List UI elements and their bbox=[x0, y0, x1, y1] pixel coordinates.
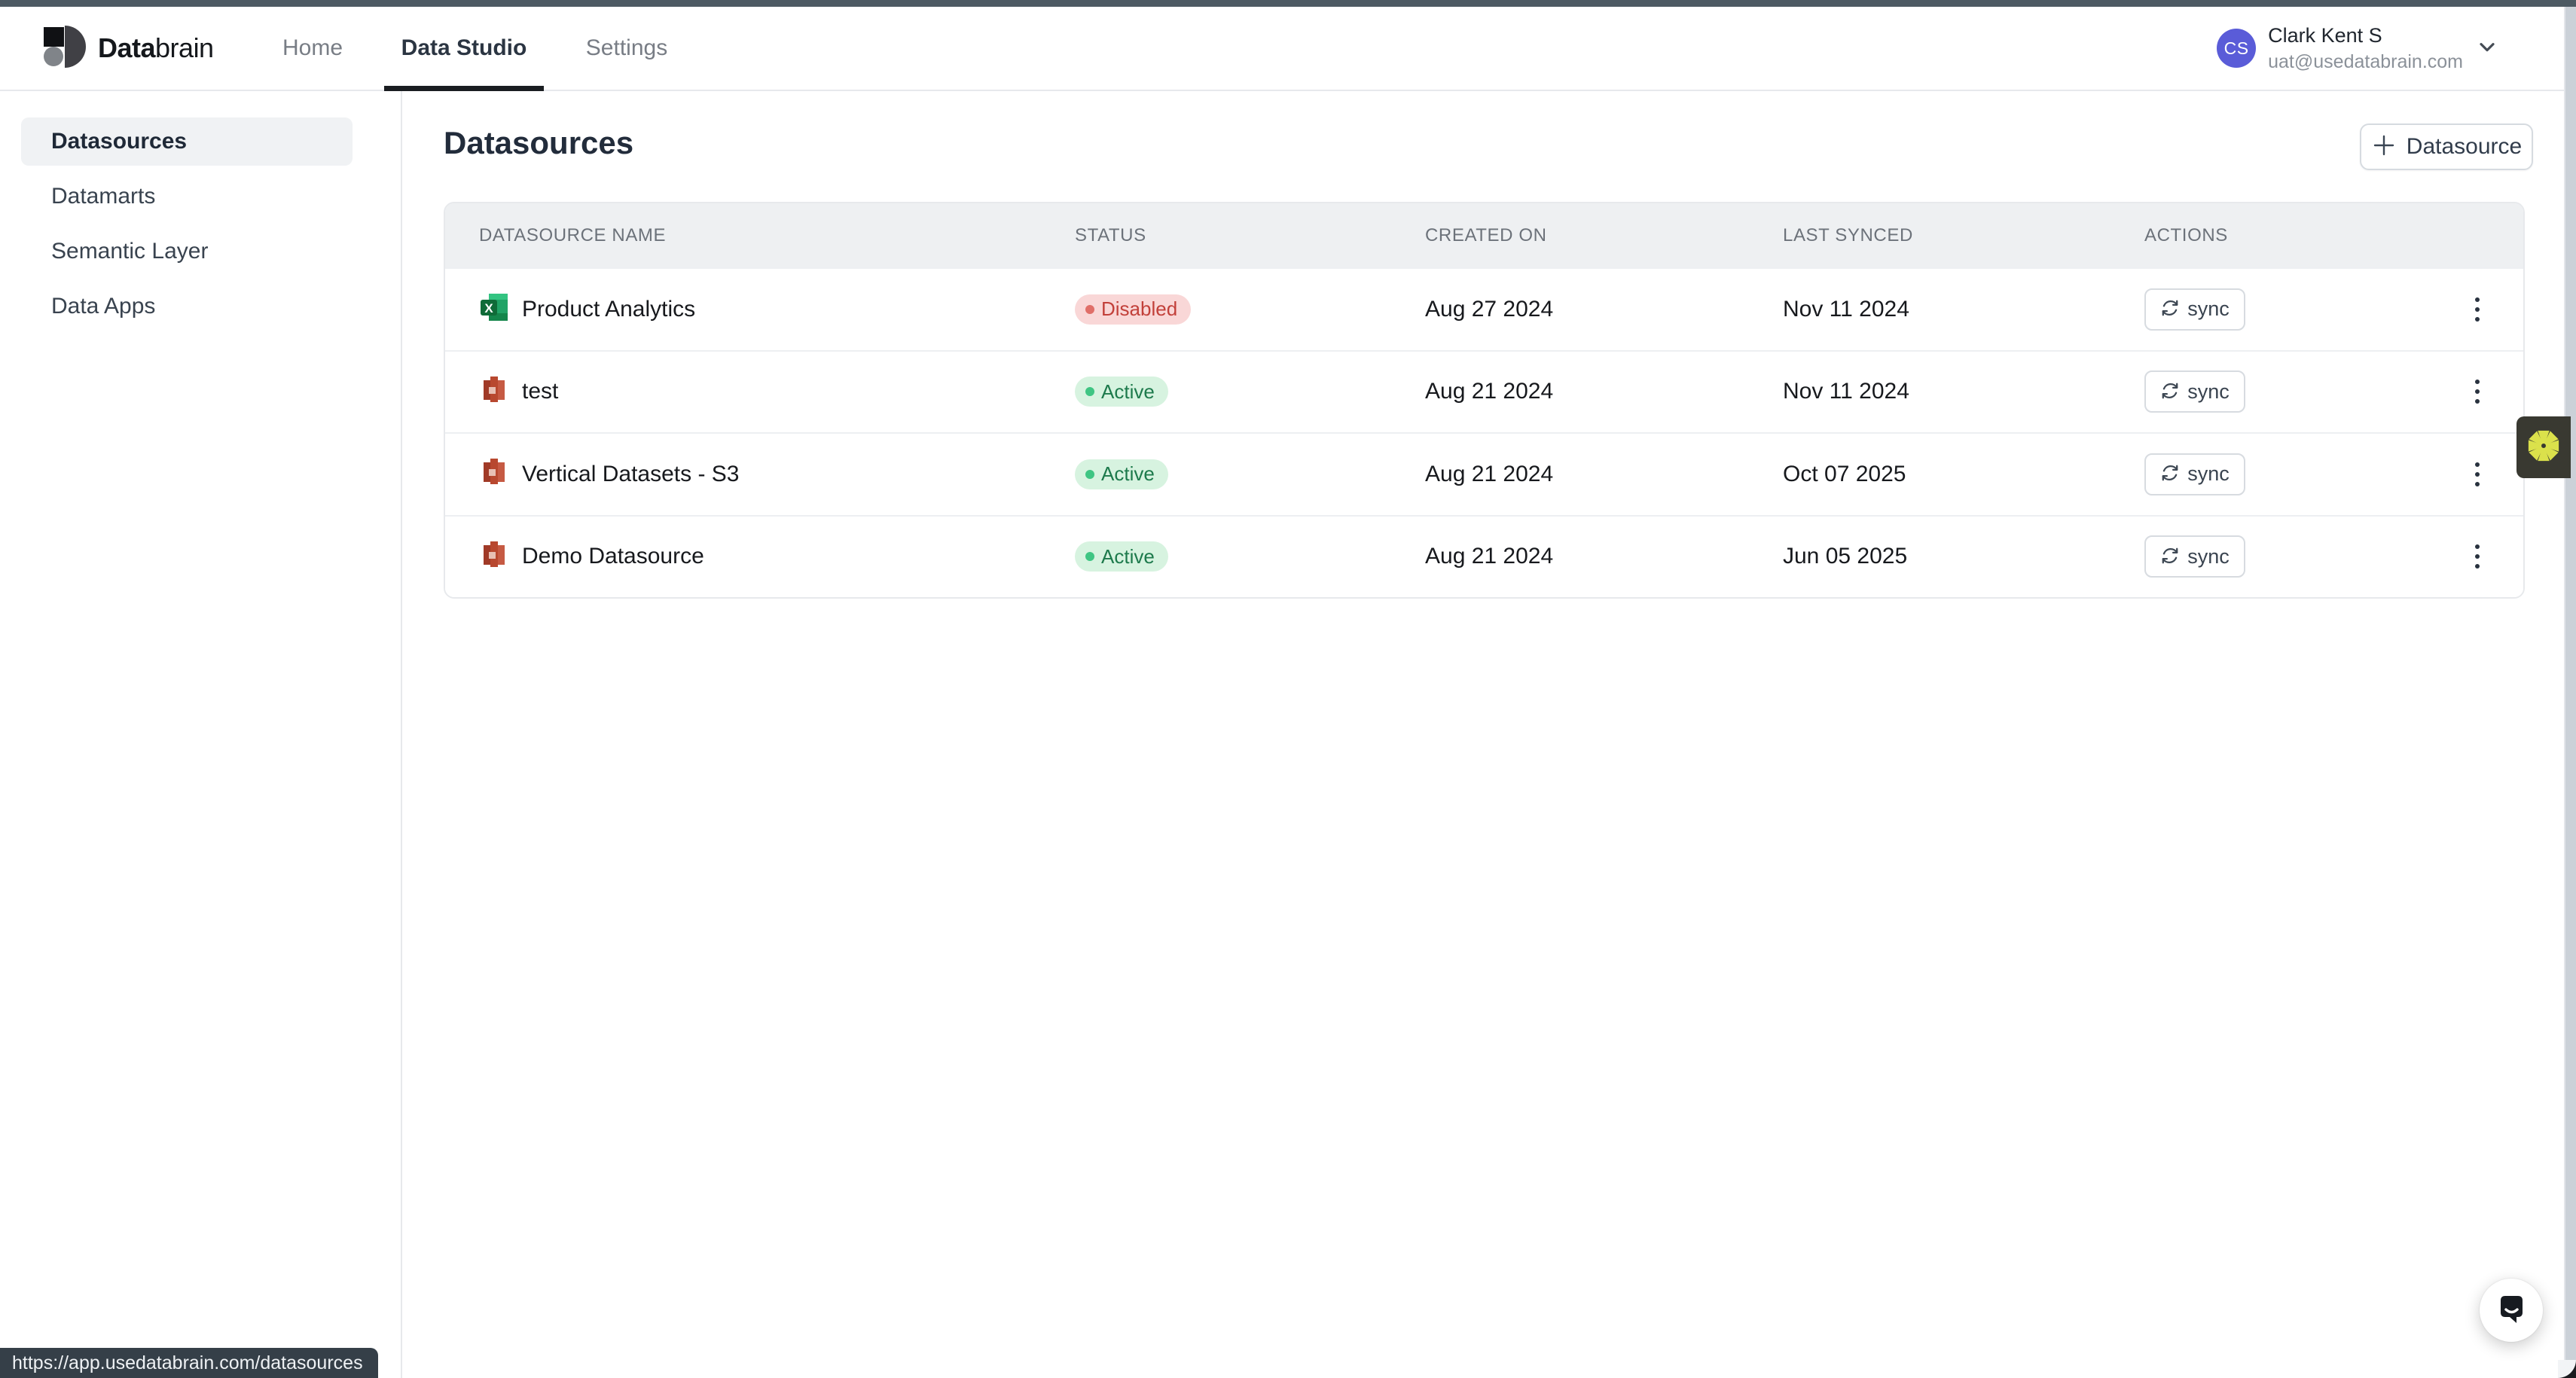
feedback-widget-tab[interactable] bbox=[2516, 416, 2571, 478]
table-row[interactable]: Vertical Datasets - S3 Active Aug 21 202… bbox=[445, 432, 2523, 515]
vertical-scrollbar[interactable] bbox=[2564, 7, 2576, 1378]
status-dot-icon bbox=[1085, 469, 1094, 479]
sync-label: sync bbox=[2187, 462, 2230, 486]
table-row[interactable]: Demo Datasource Active Aug 21 2024 Jun 0… bbox=[445, 514, 2523, 597]
add-datasource-label: Datasource bbox=[2406, 134, 2523, 159]
column-header-synced: LAST SYNCED bbox=[1783, 224, 1913, 245]
sync-button[interactable]: sync bbox=[2144, 535, 2245, 578]
chat-launcher-button[interactable] bbox=[2480, 1279, 2543, 1342]
window-corner bbox=[2558, 1360, 2576, 1378]
chat-bubble-icon bbox=[2494, 1291, 2529, 1330]
sync-label: sync bbox=[2187, 380, 2230, 403]
sidebar-item-semantic-layer[interactable]: Semantic Layer bbox=[51, 239, 209, 264]
user-name: Clark Kent S bbox=[2268, 23, 2382, 47]
table-row[interactable]: test Active Aug 21 2024 Nov 11 2024 bbox=[445, 349, 2523, 432]
sync-refresh-icon bbox=[2160, 298, 2180, 320]
redshift-datasource-icon bbox=[479, 540, 509, 574]
sync-button[interactable]: sync bbox=[2144, 288, 2245, 331]
status-dot-icon bbox=[1085, 552, 1094, 562]
status-badge: Disabled bbox=[1075, 294, 1192, 325]
created-on-date: Aug 27 2024 bbox=[1425, 296, 1554, 322]
sidebar: Datasources Datamarts Semantic Layer Dat… bbox=[0, 91, 402, 1378]
sidebar-item-datamarts[interactable]: Datamarts bbox=[51, 184, 156, 209]
databrain-logo-icon bbox=[44, 25, 87, 72]
sync-label: sync bbox=[2187, 544, 2230, 568]
datasource-name: test bbox=[522, 379, 559, 404]
redshift-datasource-icon bbox=[479, 457, 509, 491]
sidebar-item-datasources[interactable]: Datasources bbox=[21, 117, 353, 166]
column-header-created: CREATED ON bbox=[1425, 224, 1547, 245]
brand-logo[interactable]: Databrain bbox=[44, 7, 214, 90]
sync-refresh-icon bbox=[2160, 381, 2180, 403]
status-badge: Active bbox=[1075, 459, 1168, 489]
datasource-name: Product Analytics bbox=[522, 296, 696, 322]
sync-button[interactable]: sync bbox=[2144, 370, 2245, 413]
user-menu[interactable]: CS Clark Kent S uat@usedatabrain.com bbox=[2217, 7, 2499, 90]
column-header-name: DATASOURCE NAME bbox=[479, 224, 667, 245]
status-label: Active bbox=[1101, 380, 1155, 403]
sidebar-item-data-apps[interactable]: Data Apps bbox=[51, 294, 156, 319]
page-title: Datasources bbox=[444, 125, 634, 160]
last-synced-date: Jun 05 2025 bbox=[1783, 544, 1908, 569]
sync-refresh-icon bbox=[2160, 463, 2180, 485]
column-header-status: STATUS bbox=[1075, 224, 1146, 245]
plus-icon bbox=[2371, 133, 2397, 162]
status-label: Disabled bbox=[1101, 297, 1178, 321]
row-menu-kebab-icon[interactable] bbox=[2469, 538, 2486, 575]
row-menu-kebab-icon[interactable] bbox=[2469, 291, 2486, 328]
add-datasource-button[interactable]: Datasource bbox=[2360, 123, 2533, 170]
sync-refresh-icon bbox=[2160, 546, 2180, 568]
status-dot-icon bbox=[1085, 304, 1094, 314]
row-menu-kebab-icon[interactable] bbox=[2469, 456, 2486, 492]
created-on-date: Aug 21 2024 bbox=[1425, 544, 1554, 569]
nav-tab-settings[interactable]: Settings bbox=[585, 35, 668, 60]
excel-datasource-icon: X bbox=[479, 292, 509, 326]
nav-tab-home[interactable]: Home bbox=[282, 35, 343, 60]
datasource-name: Demo Datasource bbox=[522, 544, 704, 569]
asterisk-burst-icon bbox=[2526, 428, 2561, 467]
table-body: X Product Analytics Disabled Aug 27 2024… bbox=[445, 267, 2523, 597]
table-row[interactable]: X Product Analytics Disabled Aug 27 2024… bbox=[445, 267, 2523, 350]
table-header-row: DATASOURCE NAME STATUS CREATED ON LAST S… bbox=[445, 203, 2523, 267]
brand-bold: Data bbox=[98, 32, 156, 63]
status-bar-url: https://app.usedatabrain.com/datasources bbox=[0, 1348, 378, 1378]
nav-tab-data-studio[interactable]: Data Studio bbox=[384, 7, 544, 91]
sync-label: sync bbox=[2187, 297, 2230, 321]
status-badge: Active bbox=[1075, 377, 1168, 407]
status-badge: Active bbox=[1075, 541, 1168, 572]
redshift-datasource-icon bbox=[479, 375, 509, 409]
last-synced-date: Nov 11 2024 bbox=[1783, 296, 1909, 322]
status-dot-icon bbox=[1085, 387, 1094, 397]
datasource-name: Vertical Datasets - S3 bbox=[522, 461, 740, 486]
column-header-actions: ACTIONS bbox=[2144, 224, 2228, 245]
avatar: CS bbox=[2217, 29, 2257, 68]
created-on-date: Aug 21 2024 bbox=[1425, 379, 1554, 404]
user-email: uat@usedatabrain.com bbox=[2268, 50, 2463, 72]
sync-button[interactable]: sync bbox=[2144, 453, 2245, 495]
row-menu-kebab-icon[interactable] bbox=[2469, 373, 2486, 410]
last-synced-date: Oct 07 2025 bbox=[1783, 461, 1906, 486]
brand-wordmark: Databrain bbox=[98, 32, 214, 64]
brand-regular: brain bbox=[155, 32, 214, 63]
created-on-date: Aug 21 2024 bbox=[1425, 461, 1554, 486]
window-top-strip bbox=[0, 0, 2576, 7]
status-label: Active bbox=[1101, 462, 1155, 486]
top-navbar: Databrain Home Data Studio Settings CS C… bbox=[0, 7, 2576, 91]
last-synced-date: Nov 11 2024 bbox=[1783, 379, 1909, 404]
status-label: Active bbox=[1101, 544, 1155, 568]
chevron-down-icon bbox=[2475, 35, 2499, 62]
datasources-table: DATASOURCE NAME STATUS CREATED ON LAST S… bbox=[444, 202, 2525, 599]
svg-text:X: X bbox=[484, 301, 493, 316]
